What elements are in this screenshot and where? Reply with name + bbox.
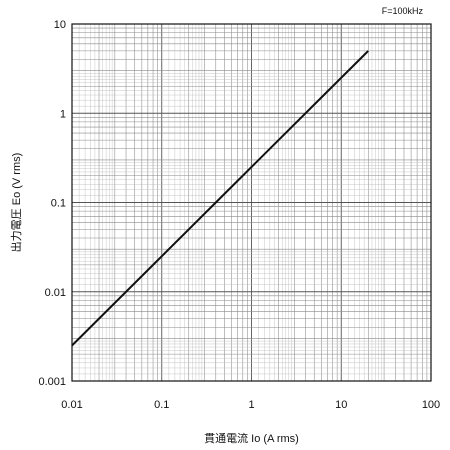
plot-frame — [71, 23, 432, 382]
series-layer — [71, 50, 369, 347]
x-tick-label: 0.01 — [61, 399, 82, 411]
y-tick-label: 1 — [60, 108, 66, 120]
x-tick-label: 100 — [422, 399, 440, 411]
y-tick-label: 10 — [54, 19, 66, 31]
x-tick-label: 10 — [335, 399, 347, 411]
x-axis-title: 貫通電流 Io (A rms) — [204, 431, 299, 445]
series-line-0 — [71, 50, 369, 347]
x-tick-labels: 0.01 0.1 1 10 100 — [61, 399, 440, 411]
grid — [71, 24, 431, 382]
x-tick-label: 0.1 — [154, 399, 169, 411]
x-tick-label: 1 — [248, 399, 254, 411]
y-tick-label: 0.1 — [51, 198, 66, 210]
y-axis-title: 出力電圧 Eo (V rms) — [9, 153, 23, 253]
y-tick-label: 0.01 — [45, 287, 66, 299]
y-tick-label: 0.001 — [38, 376, 66, 388]
frequency-annotation: F=100kHz — [382, 6, 424, 16]
y-tick-labels: 0.001 0.01 0.1 1 10 — [38, 19, 66, 388]
